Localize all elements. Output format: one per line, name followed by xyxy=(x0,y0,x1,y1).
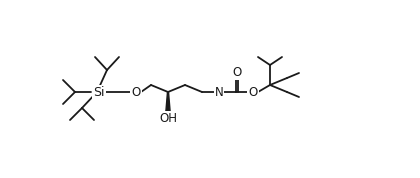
Text: N: N xyxy=(215,85,223,98)
Text: O: O xyxy=(131,85,141,98)
Text: OH: OH xyxy=(159,111,177,124)
Polygon shape xyxy=(166,92,170,113)
Text: O: O xyxy=(248,85,257,98)
Text: Si: Si xyxy=(93,85,105,98)
Text: O: O xyxy=(232,67,241,80)
